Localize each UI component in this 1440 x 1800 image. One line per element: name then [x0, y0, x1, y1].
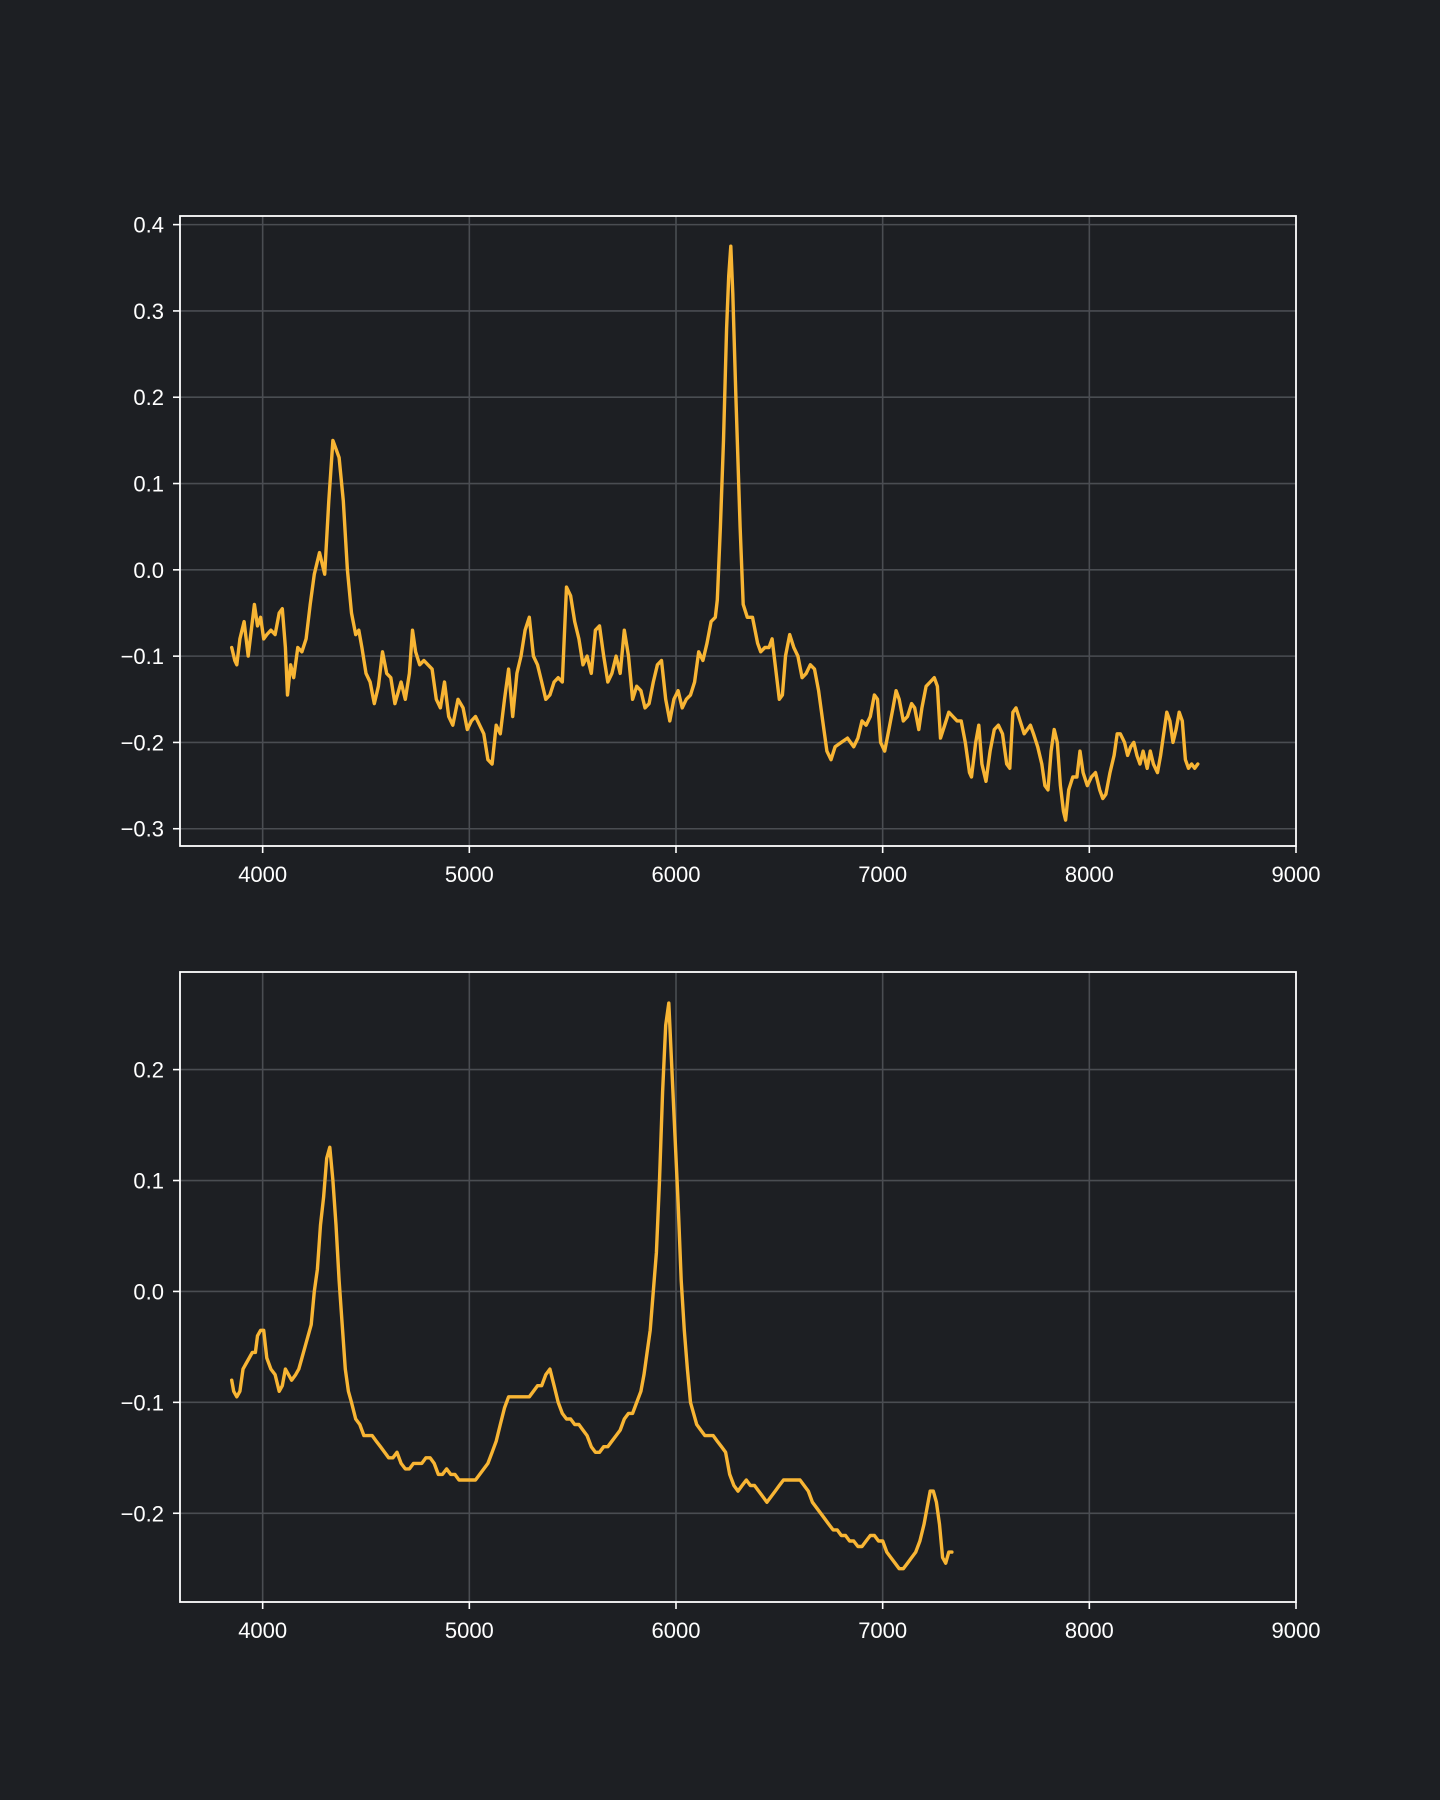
chart-top-x-tick-label: 5000: [445, 862, 494, 887]
chart-bottom-x-tick-label: 6000: [652, 1618, 701, 1643]
chart-top-series-line: [230, 244, 1200, 822]
chart-bottom-x-tick-label: 7000: [858, 1618, 907, 1643]
chart-top-x-tick-label: 6000: [652, 862, 701, 887]
chart-top-y-tick-label: 0.0: [133, 558, 164, 583]
chart-top-plot-frame: [179, 215, 1297, 847]
chart-top-y-tick-label: 0.3: [133, 299, 164, 324]
chart-top-y-tick-label: 0.2: [133, 385, 164, 410]
chart-bottom-y-tick-label: −0.1: [121, 1390, 164, 1415]
chart-top-y-tick-label: 0.1: [133, 472, 164, 497]
chart-bottom-x-tick-label: 5000: [445, 1618, 494, 1643]
chart-bottom-x-tick-label: 9000: [1272, 1618, 1321, 1643]
chart-top-y-tick-label: −0.3: [121, 817, 164, 842]
chart-top-x-tick-label: 7000: [858, 862, 907, 887]
chart-top-y-tick-label: 0.4: [133, 213, 164, 238]
chart-top-x-tick-label: 9000: [1272, 862, 1321, 887]
chart-top-x-tick-label: 4000: [238, 862, 287, 887]
chart-bottom-x-tick-label: 8000: [1065, 1618, 1114, 1643]
chart-top-y-tick-label: −0.1: [121, 644, 164, 669]
chart-top-x-tick-label: 8000: [1065, 862, 1114, 887]
chart-top: 4000 5000 6000 7000 8000 9000 −0.3 −0.2 −0.1 0.0 0…: [121, 213, 1321, 887]
chart-bottom-plot-frame: [179, 971, 1297, 1603]
chart-bottom-series-line: [230, 1001, 954, 1571]
chart-bottom-y-tick-label: 0.0: [133, 1279, 164, 1304]
chart-bottom-y-tick-label: −0.2: [121, 1501, 164, 1526]
chart-bottom-y-tick-label: 0.2: [133, 1058, 164, 1083]
chart-bottom-x-tick-label: 4000: [238, 1618, 287, 1643]
chart-bottom: 4000 5000 6000 7000 8000 9000 −0.2 −0.1 0.0 0.1 0.…: [121, 971, 1321, 1643]
chart-top-y-tick-label: −0.2: [121, 730, 164, 755]
chart-bottom-y-tick-label: 0.1: [133, 1169, 164, 1194]
